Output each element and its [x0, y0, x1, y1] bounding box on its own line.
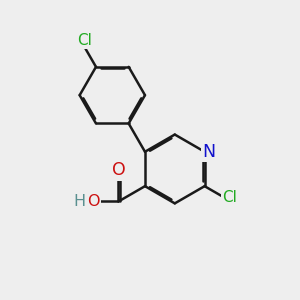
Text: N: N [202, 143, 215, 161]
Text: Cl: Cl [223, 190, 238, 205]
Text: Cl: Cl [77, 33, 92, 48]
Text: O: O [112, 161, 125, 179]
Text: O: O [87, 194, 100, 209]
Text: H: H [74, 194, 86, 209]
